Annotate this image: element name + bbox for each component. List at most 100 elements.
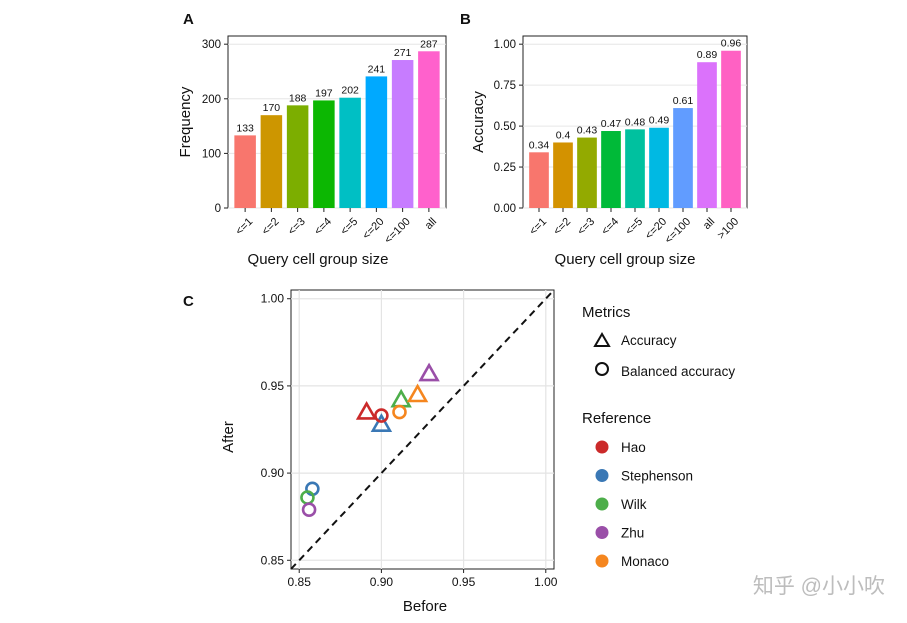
x-tick-label: <=1 (527, 216, 549, 238)
panel-b-x-axis-label: Query cell group size (555, 251, 696, 268)
reference-legend-item: Stephenson (621, 469, 693, 484)
bar-value-label: 0.34 (529, 139, 550, 151)
bar-2 (553, 142, 573, 208)
x-tick-label: <=4 (599, 216, 621, 238)
panel-c-y-axis-label: After (220, 421, 237, 453)
reference-legend: Reference Hao Stephenson Wilk Zhu Monaco (582, 410, 693, 569)
y-tick-label: 1.00 (261, 292, 285, 306)
bar-6 (649, 127, 669, 208)
legend-swatch-hao (595, 440, 609, 454)
y-tick-label: 0.75 (494, 80, 516, 92)
bar-value-label: 287 (420, 38, 438, 50)
legend-swatch-monaco (595, 554, 609, 568)
point-monaco-balanced-accuracy (392, 404, 407, 420)
bar-8 (697, 62, 717, 209)
point-zhu-balanced-accuracy (301, 502, 317, 518)
bar-value-label: 0.48 (625, 116, 646, 128)
x-tick-label: 0.85 (288, 575, 312, 589)
metrics-legend-title: Metrics (582, 304, 630, 321)
bar-value-label: 0.61 (673, 95, 694, 107)
bar-7 (673, 108, 693, 208)
y-tick-label: 0.85 (261, 553, 285, 567)
x-tick-label: <=3 (575, 216, 597, 238)
bar-7 (391, 60, 414, 209)
x-tick-label: <=1 (233, 216, 255, 238)
bar-9 (721, 50, 741, 208)
bar-8 (418, 51, 440, 209)
bar-1 (529, 152, 549, 208)
bar-value-label: 0.4 (556, 129, 571, 141)
x-tick-label: <=5 (338, 216, 360, 238)
bar-3 (286, 105, 309, 208)
y-tick-label: 200 (202, 94, 221, 106)
point-hao-accuracy (355, 400, 378, 420)
y-tick-label: 0.00 (494, 203, 516, 215)
metrics-legend: Metrics Accuracy Balanced accuracy (582, 304, 735, 379)
bar-value-label: 197 (315, 87, 333, 99)
x-tick-label: <=4 (312, 216, 334, 238)
bar-value-label: 0.43 (577, 125, 598, 137)
y-tick-label: 100 (202, 148, 221, 160)
metrics-legend-item: Accuracy (621, 333, 677, 348)
bar-3 (577, 137, 597, 208)
x-tick-label: <=100 (663, 216, 694, 247)
identity-diagonal-line (290, 289, 555, 570)
bar-1 (234, 135, 256, 208)
bar-value-label: 0.49 (649, 115, 670, 127)
x-tick-label: <=2 (260, 216, 282, 238)
panel-a-y-axis-label: Frequency (177, 86, 194, 157)
metrics-legend-item: Balanced accuracy (621, 364, 735, 379)
bar-value-label: 202 (341, 85, 359, 97)
circle-legend-icon (595, 362, 609, 376)
panel-c-scatter-plot: 0.85 0.90 0.95 1.00 0.85 0.90 0.95 1.00 Before… (220, 289, 558, 615)
point-zhu-accuracy (418, 362, 440, 382)
triangle-legend-icon (593, 332, 611, 347)
panel-label-a: A (183, 11, 194, 28)
y-tick-label: 0.95 (261, 379, 285, 393)
panel-label-b: B (460, 11, 471, 28)
x-tick-label: <=5 (623, 216, 645, 238)
bar-value-label: 188 (289, 92, 307, 104)
point-monaco-accuracy (406, 383, 429, 403)
y-tick-label: 300 (202, 39, 221, 51)
bar-4 (601, 131, 621, 208)
legend-swatch-wilk (595, 497, 609, 511)
x-tick-label: 1.00 (534, 575, 558, 589)
bar-value-label: 0.89 (697, 49, 718, 61)
bar-value-label: 133 (236, 122, 254, 134)
x-tick-label: <=100 (382, 216, 413, 247)
y-tick-label: 0.25 (494, 162, 516, 174)
reference-legend-item: Zhu (621, 526, 644, 541)
x-tick-label: 0.90 (370, 575, 394, 589)
bar-2 (260, 115, 283, 208)
bar-5 (625, 129, 645, 208)
x-tick-label: <=2 (551, 216, 573, 238)
x-tick-label: <=3 (286, 216, 308, 238)
panel-b-bar-chart: 0.34 0.4 0.430.47 0.48 0.490.61 0.890.96 0.00… (470, 35, 748, 268)
bar-value-label: 241 (368, 63, 386, 75)
point-stephenson-accuracy (370, 413, 393, 432)
y-tick-label: 0 (215, 203, 221, 215)
y-tick-label: 0.90 (261, 466, 285, 480)
bar-value-label: 0.96 (721, 38, 742, 50)
legend-swatch-stephenson (595, 469, 609, 482)
y-tick-label: 1.00 (494, 39, 516, 51)
reference-legend-title: Reference (582, 410, 651, 427)
y-tick-label: 0.50 (494, 121, 516, 133)
watermark-text: 知乎 @小小吹 (753, 575, 885, 598)
reference-legend-item: Monaco (621, 554, 669, 569)
x-tick-label: >100 (715, 216, 741, 242)
panel-b-y-axis-label: Accuracy (470, 91, 487, 153)
bar-value-label: 0.47 (601, 118, 622, 130)
bar-4 (313, 100, 335, 208)
reference-legend-item: Hao (621, 440, 646, 455)
legend-swatch-zhu (595, 526, 609, 539)
panel-label-c: C (183, 293, 194, 310)
bar-6 (365, 76, 388, 209)
point-hao-balanced-accuracy (374, 408, 389, 423)
reference-legend-item: Wilk (621, 497, 647, 512)
panel-c-x-axis-label: Before (403, 598, 447, 615)
x-tick-label: all (701, 216, 717, 232)
